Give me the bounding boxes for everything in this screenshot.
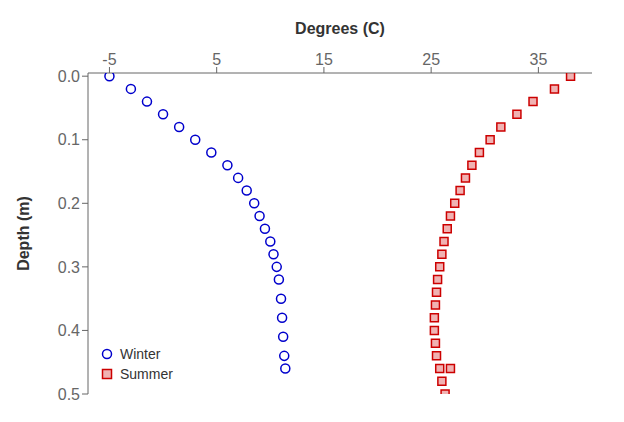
svg-text:5: 5 bbox=[212, 51, 221, 68]
svg-text:0.4: 0.4 bbox=[58, 322, 80, 339]
svg-text:Depth (m): Depth (m) bbox=[15, 196, 32, 271]
svg-text:25: 25 bbox=[422, 51, 440, 68]
svg-text:0.2: 0.2 bbox=[58, 195, 80, 212]
svg-text:-5: -5 bbox=[102, 51, 116, 68]
svg-text:15: 15 bbox=[315, 51, 333, 68]
svg-text:Degrees (C): Degrees (C) bbox=[295, 20, 385, 37]
svg-text:35: 35 bbox=[529, 51, 547, 68]
svg-text:0.1: 0.1 bbox=[58, 131, 80, 148]
svg-text:0.5: 0.5 bbox=[58, 386, 80, 403]
svg-text:0.0: 0.0 bbox=[58, 68, 80, 85]
html-text:Summer: Summer bbox=[120, 366, 173, 382]
svg-text:0.3: 0.3 bbox=[58, 259, 80, 276]
html-text:Winter: Winter bbox=[120, 346, 161, 362]
